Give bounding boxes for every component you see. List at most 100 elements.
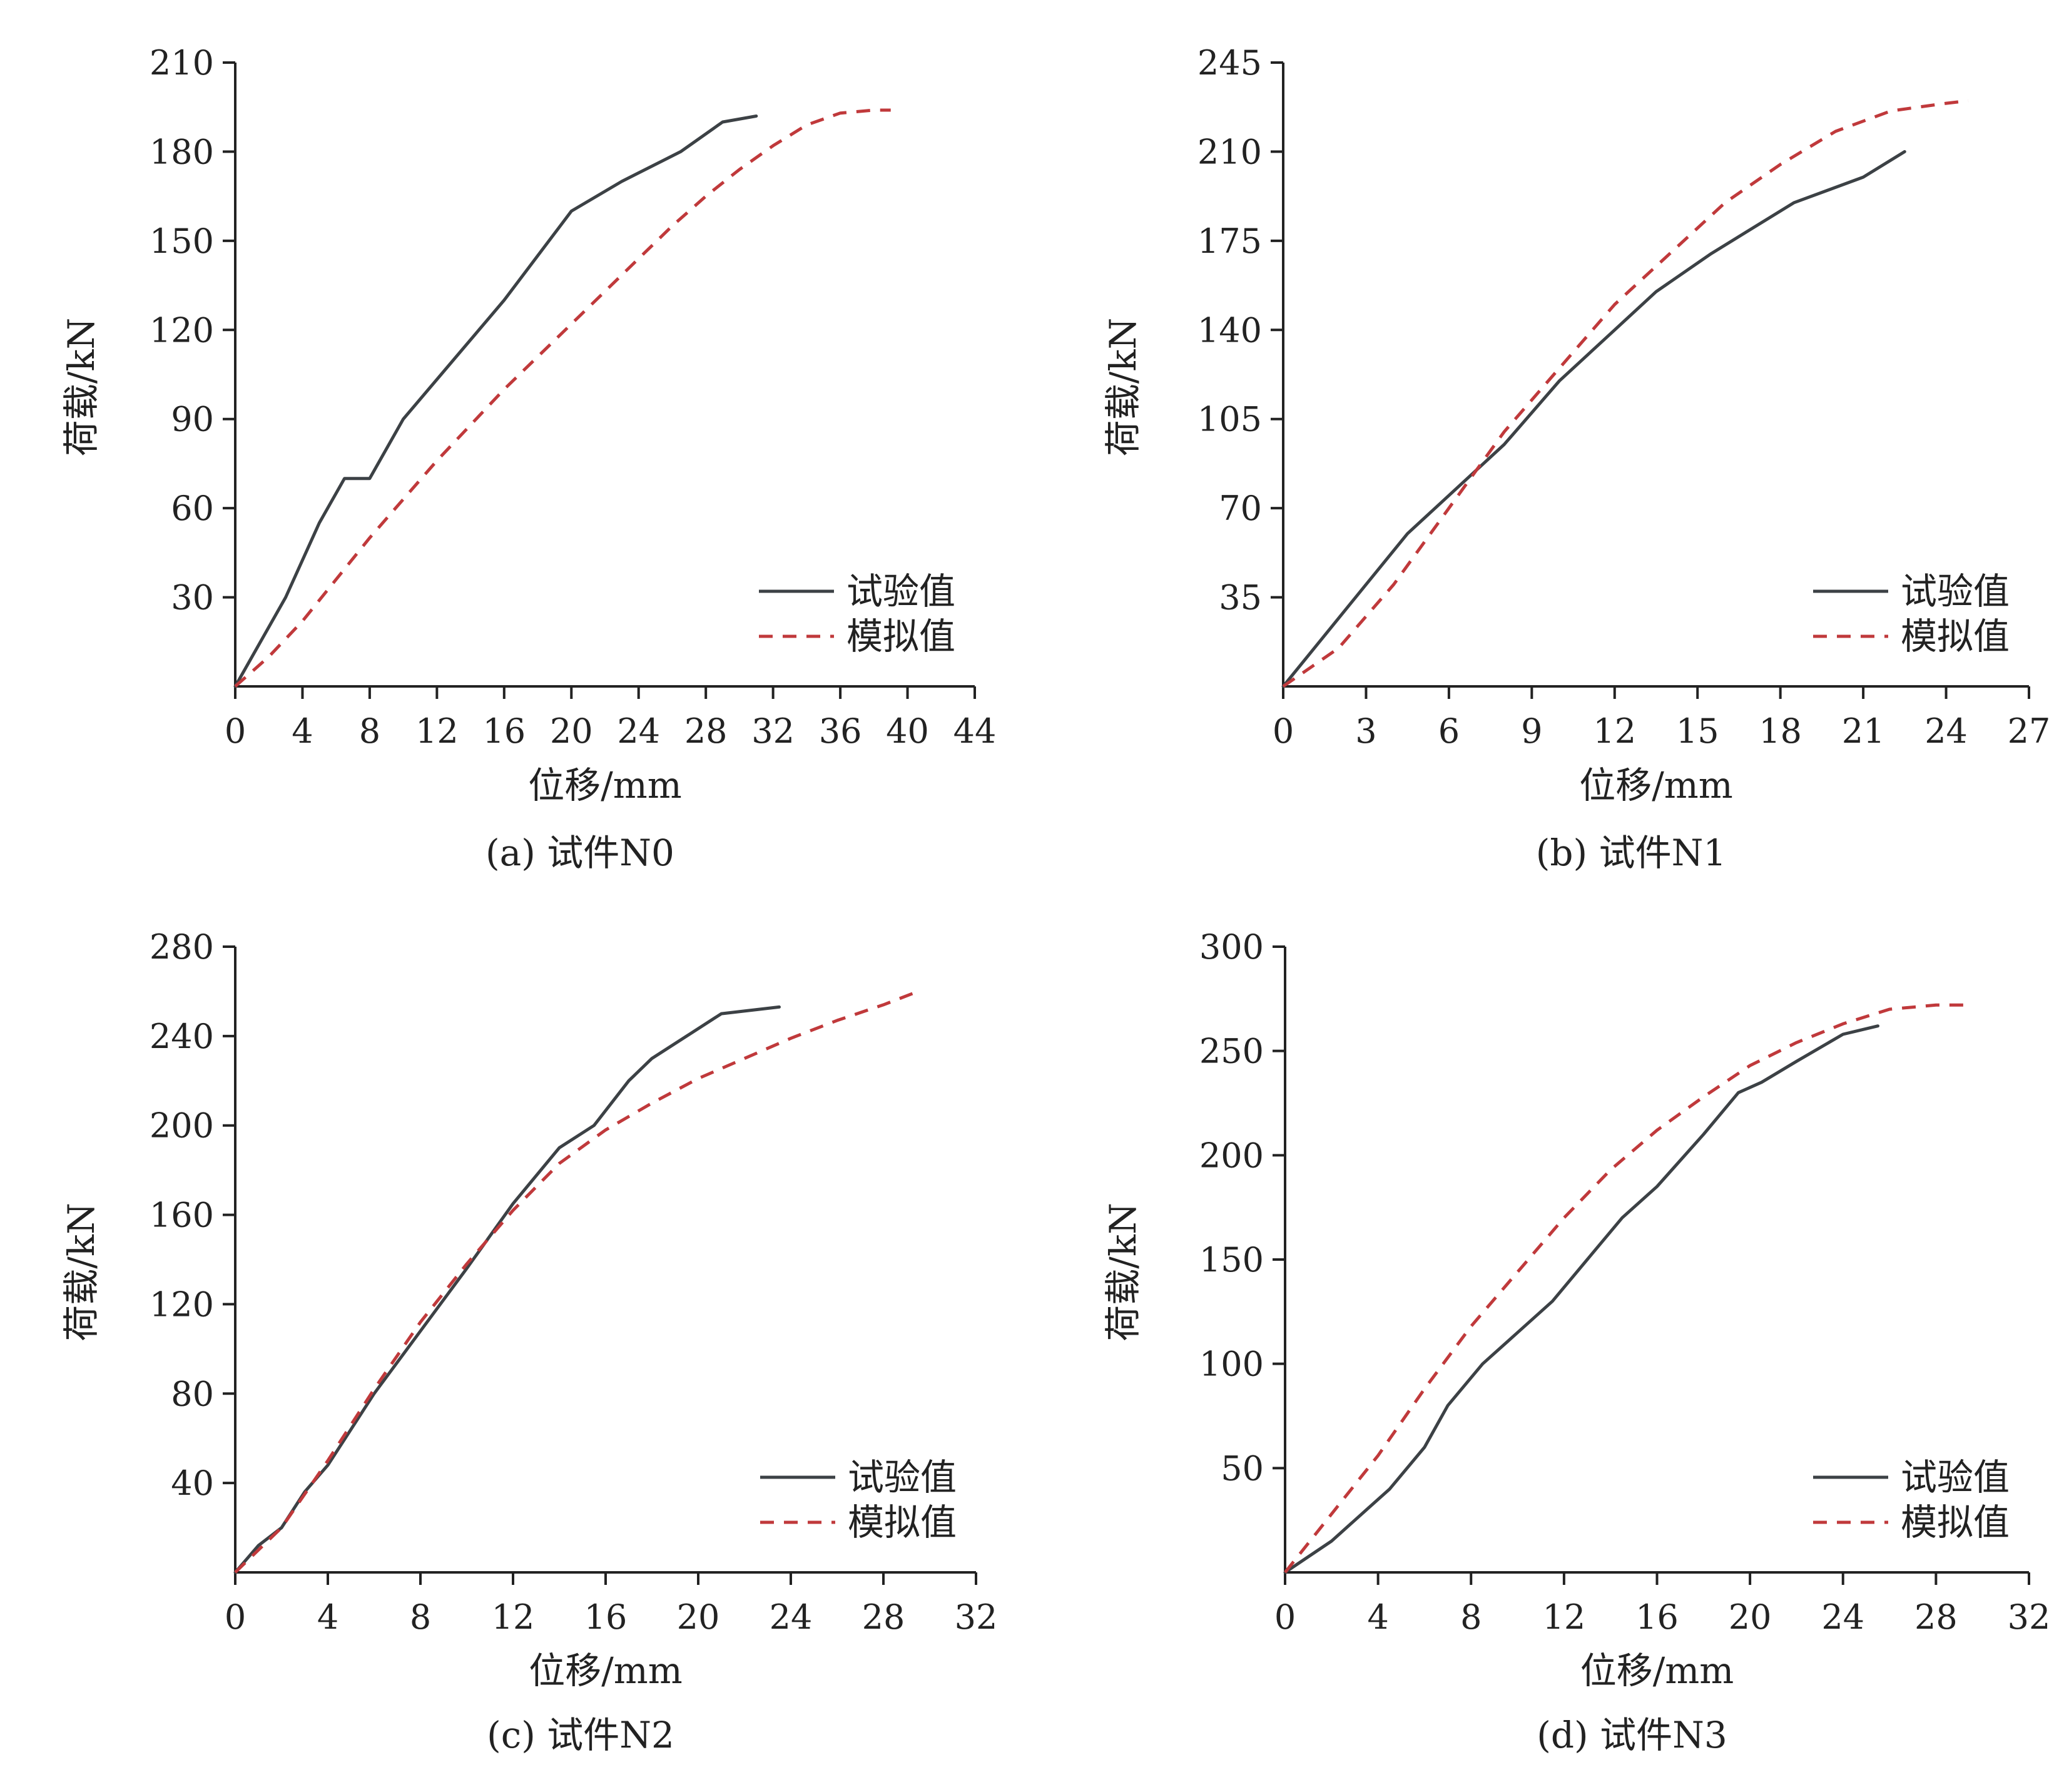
simulation-series-line [1284,1003,1971,1574]
x-tick-label: 28 [684,711,728,751]
y-tick-label: 120 [150,1285,214,1324]
x-tick-label: 6 [1438,711,1460,751]
legend-label-simulation: 模拟值 [1901,615,2010,658]
y-tick-label: 245 [1197,43,1262,83]
experiment-series-line [1281,150,1906,688]
y-axis-title: 荷载/kN [60,1203,103,1341]
x-tick-label: 24 [617,711,660,751]
y-axis-title: 荷载/kN [60,318,103,456]
y-tick-label: 160 [150,1196,214,1235]
y-tick-label: 35 [1219,578,1262,618]
x-tick-label: 12 [415,711,459,751]
y-tick-label: 150 [1199,1240,1264,1280]
simulation-series-line [1282,99,1969,688]
y-tick-label: 90 [171,400,214,439]
chart-panel-0: 0 4 8 12 16 20 24 28 32 36 40 44 30 60 90 120 150 180 210 位… [60,43,996,874]
y-tick-label: 100 [1199,1345,1264,1384]
x-tick-label: 20 [1729,1597,1772,1637]
x-tick-label: 15 [1676,711,1719,751]
x-tick-label: 32 [2008,1597,2051,1637]
x-tick-label: 9 [1521,711,1542,751]
x-tick-label: 3 [1355,711,1376,751]
y-tick-label: 175 [1197,221,1262,261]
x-tick-label: 44 [953,711,997,751]
x-tick-label: 4 [292,711,313,751]
y-tick-label: 120 [150,310,214,350]
experiment-series-line [233,1005,781,1574]
x-axis-title: 位移/mm [1580,1649,1734,1692]
panel-caption: (c) 试件N2 [487,1714,674,1756]
y-axis-title: 荷载/kN [1102,318,1144,456]
legend-label-experiment: 试验值 [1901,1456,2010,1499]
chart-panel-2: 0 4 8 12 16 20 24 28 32 40 80 120 160 200 240 280 位移/mm 荷… [60,927,997,1756]
x-tick-label: 12 [1543,1597,1586,1637]
x-tick-label: 4 [1367,1597,1388,1637]
y-axis-title: 荷载/kN [1102,1203,1144,1341]
x-tick-label: 16 [584,1597,628,1637]
x-tick-label: 0 [225,1597,246,1637]
x-tick-label: 24 [1821,1597,1864,1637]
x-tick-label: 0 [225,711,246,751]
x-tick-label: 32 [955,1597,998,1637]
x-axis-title: 位移/mm [529,1649,683,1692]
x-tick-label: 8 [1460,1597,1482,1637]
x-tick-label: 8 [410,1597,431,1637]
y-tick-label: 200 [150,1106,214,1146]
chart-panel-3: 0 4 8 12 16 20 24 28 32 50 100 150 200 250 300 位移/mm 荷载/… [1102,927,2050,1756]
experiment-series-line [233,115,758,688]
legend-label-experiment: 试验值 [1901,570,2010,613]
simulation-series-line [234,108,891,688]
x-tick-label: 32 [751,711,795,751]
y-tick-label: 105 [1197,400,1262,439]
x-tick-label: 8 [359,711,380,751]
y-tick-label: 240 [150,1017,214,1056]
x-tick-label: 18 [1759,711,1802,751]
panel-caption: (b) 试件N1 [1536,832,1726,874]
x-tick-label: 36 [819,711,862,751]
x-tick-label: 27 [2008,711,2051,751]
y-tick-label: 140 [1197,310,1262,350]
x-tick-label: 16 [482,711,526,751]
simulation-series-line [234,990,919,1574]
x-tick-label: 28 [862,1597,905,1637]
y-tick-label: 180 [150,132,214,171]
x-tick-label: 21 [1842,711,1885,751]
y-tick-label: 50 [1221,1448,1264,1488]
x-tick-label: 20 [550,711,593,751]
y-tick-label: 60 [171,489,214,528]
panel-caption: (a) 试件N0 [485,832,674,874]
x-tick-label: 12 [492,1597,535,1637]
x-tick-label: 16 [1635,1597,1679,1637]
legend-label-simulation: 模拟值 [848,1501,957,1544]
x-tick-label: 0 [1274,1597,1296,1637]
legend-label-experiment: 试验值 [846,570,955,613]
x-tick-label: 0 [1273,711,1294,751]
y-tick-label: 200 [1199,1136,1264,1175]
legend-label-simulation: 模拟值 [846,615,955,658]
y-tick-label: 150 [150,221,214,261]
y-tick-label: 70 [1219,489,1262,528]
y-tick-label: 250 [1199,1032,1264,1071]
legend-label-simulation: 模拟值 [1901,1501,2010,1544]
x-tick-label: 12 [1593,711,1636,751]
y-tick-label: 280 [150,927,214,967]
y-tick-label: 210 [1197,132,1262,171]
y-tick-label: 80 [171,1374,214,1413]
experiment-series-line [1283,1024,1879,1574]
x-axis-title: 位移/mm [528,764,682,807]
panel-caption: (d) 试件N3 [1537,1714,1727,1756]
x-tick-label: 20 [677,1597,720,1637]
y-tick-label: 40 [171,1464,214,1503]
chart-panel-1: 0 3 6 9 12 15 18 21 24 27 35 70 105 140 175 210 245 位移/mm… [1102,43,2050,874]
y-tick-label: 300 [1199,927,1264,967]
legend-label-experiment: 试验值 [848,1456,957,1499]
y-tick-label: 210 [150,43,214,83]
x-tick-label: 40 [886,711,929,751]
x-tick-label: 4 [317,1597,338,1637]
x-tick-label: 24 [1924,711,1968,751]
x-tick-label: 28 [1914,1597,1958,1637]
x-tick-label: 24 [770,1597,813,1637]
y-tick-label: 30 [171,578,214,618]
x-axis-title: 位移/mm [1579,764,1733,807]
